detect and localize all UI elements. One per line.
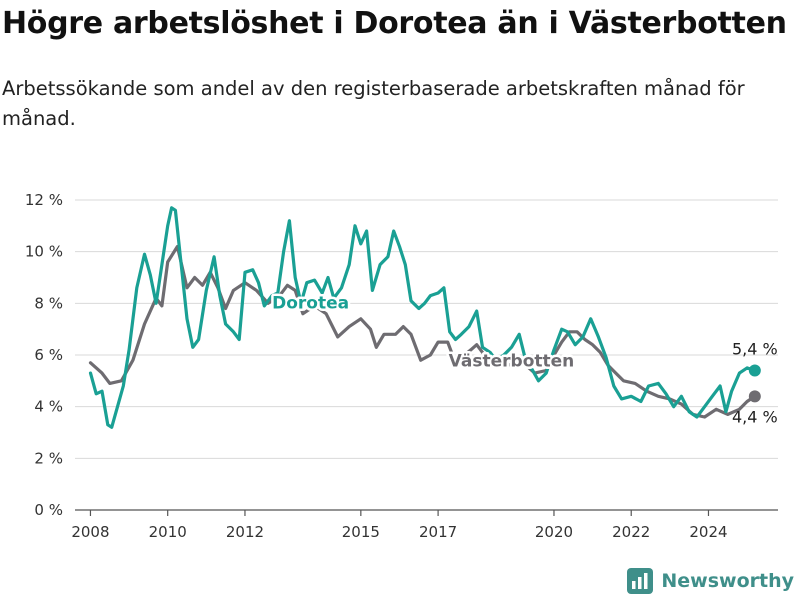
series-label-vasterbotten: Västerbotten	[449, 352, 575, 372]
chart-title: Högre arbetslöshet i Dorotea än i Väster…	[2, 6, 787, 41]
x-tick-label: 2008	[71, 523, 109, 541]
series-label-dorotea: Dorotea	[272, 294, 349, 314]
end-label-dorotea: 5,4 %	[732, 340, 778, 359]
y-tick-label: 12 %	[25, 191, 63, 209]
x-tick-label: 2017	[419, 523, 457, 541]
y-tick-label: 0 %	[34, 501, 63, 519]
newsworthy-logo-icon	[627, 568, 654, 594]
end-point-dorotea	[748, 364, 761, 377]
end-point-vasterbotten	[748, 390, 761, 403]
brand-name: Newsworthy	[661, 570, 794, 592]
chart-subtitle: Arbetssökande som andel av den registerb…	[2, 77, 745, 130]
x-tick-label: 2020	[535, 523, 573, 541]
x-tick-label: 2022	[612, 523, 650, 541]
end-label-vasterbotten: 4,4 %	[732, 407, 778, 426]
y-tick-label: 2 %	[34, 449, 63, 467]
x-tick-label: 2012	[226, 523, 264, 541]
brand-footer: Newsworthy	[627, 568, 794, 594]
y-tick-label: 4 %	[34, 398, 63, 416]
series-line-vasterbotten	[88, 244, 757, 419]
x-tick-label: 2010	[149, 523, 187, 541]
y-tick-label: 10 %	[25, 243, 63, 261]
y-tick-label: 6 %	[34, 346, 63, 364]
x-tick-label: 2024	[689, 523, 727, 541]
y-tick-label: 8 %	[34, 294, 63, 312]
x-tick-label: 2015	[342, 523, 380, 541]
series-line-dorotea	[88, 206, 757, 429]
